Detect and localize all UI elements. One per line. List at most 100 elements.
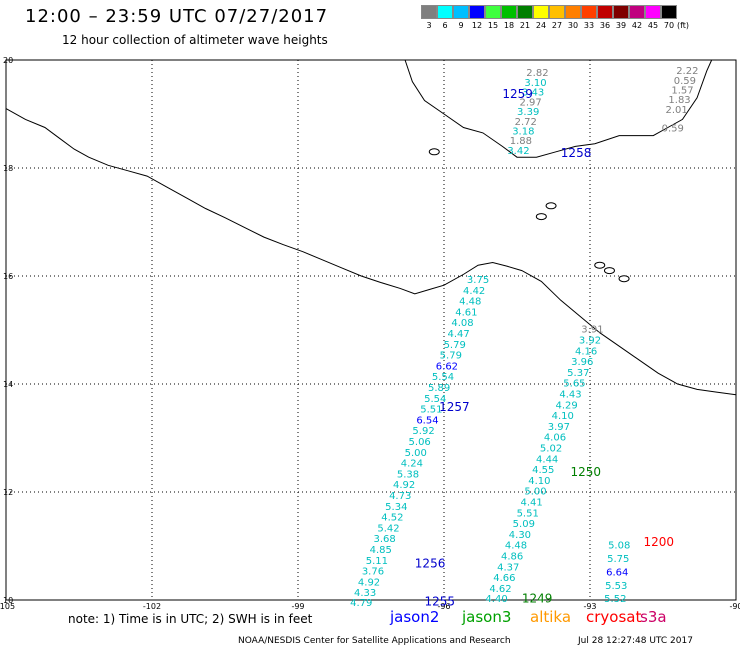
wave-height-value: 4.44 <box>536 454 558 465</box>
x-tick-label: -99 <box>291 602 304 611</box>
mission-name: jason2 <box>390 608 440 626</box>
legend-swatch <box>645 5 661 19</box>
wave-height-value: 4.41 <box>520 498 542 509</box>
wave-height-value: 4.33 <box>354 588 376 599</box>
wave-height-value: 5.08 <box>608 541 630 552</box>
legend-swatch <box>501 5 517 19</box>
x-tick-label: -102 <box>143 602 161 611</box>
y-tick-label: 14 <box>3 380 13 389</box>
legend-swatch <box>533 5 549 19</box>
wave-height-value: 6.62 <box>436 361 458 372</box>
wave-height-value: 5.06 <box>409 437 431 448</box>
legend-swatch <box>565 5 581 19</box>
legend-swatch <box>613 5 629 19</box>
wave-height-value: 4.37 <box>497 562 519 573</box>
y-tick-label: 20 <box>3 56 13 65</box>
wave-height-value: 4.55 <box>532 465 554 476</box>
wave-height-value: 4.42 <box>463 286 485 297</box>
credit-text: NOAA/NESDIS Center for Satellite Applica… <box>238 636 511 646</box>
legend-tick-label: 27 <box>551 21 563 30</box>
wave-height-value: 3.42 <box>507 146 529 157</box>
wave-height-value: 4.24 <box>401 459 423 470</box>
wave-height-value: 3.91 <box>581 325 603 336</box>
mission-name: jason3 <box>462 608 512 626</box>
wave-height-value: 4.10 <box>552 411 574 422</box>
legend-swatch <box>485 5 501 19</box>
legend-tick-label: 21 <box>519 21 531 30</box>
wave-height-value: 3.43 <box>522 88 544 99</box>
wave-height-value: 5.54 <box>424 394 446 405</box>
legend-tick-label: 70 <box>663 21 675 30</box>
lake-outline <box>603 267 615 275</box>
wave-height-value: 5.51 <box>517 508 539 519</box>
wave-height-value: 5.51 <box>420 405 442 416</box>
wave-height-value: 4.61 <box>455 307 477 318</box>
wave-height-value: 5.79 <box>444 340 466 351</box>
wave-height-value: 4.29 <box>556 400 578 411</box>
wave-height-value: 5.79 <box>440 351 462 362</box>
wave-height-value: 4.10 <box>528 476 550 487</box>
wave-height-value: 4.43 <box>559 390 581 401</box>
wave-height-value: 4.48 <box>505 541 527 552</box>
wave-height-value: 4.66 <box>493 573 515 584</box>
wave-height-value: 4.85 <box>370 545 392 556</box>
legend-swatch <box>629 5 645 19</box>
wave-height-value: 4.30 <box>509 530 531 541</box>
wave-height-value: 5.92 <box>412 426 434 437</box>
legend-swatch <box>597 5 613 19</box>
legend-tick-label: 42 <box>631 21 643 30</box>
page-subtitle: 12 hour collection of altimeter wave hei… <box>62 33 328 47</box>
legend-swatch <box>437 5 453 19</box>
legend-tick-label: 9 <box>458 21 464 30</box>
grid-lines <box>6 60 736 600</box>
wave-height-value: 4.92 <box>358 577 380 588</box>
legend-swatch <box>517 5 533 19</box>
wave-height-value: 5.65 <box>563 379 585 390</box>
coastline <box>5 59 737 396</box>
legend-swatch <box>581 5 597 19</box>
y-tick-label: 16 <box>3 272 13 281</box>
wave-height-value: 5.02 <box>540 444 562 455</box>
wave-height-value: 3.75 <box>467 275 489 286</box>
wave-height-value: 4.62 <box>489 584 511 595</box>
y-tick-label: 18 <box>3 164 13 173</box>
legend-tick-label: 45 <box>647 21 659 30</box>
wave-height-value: 2.82 <box>526 68 548 79</box>
wave-height-value: 1.83 <box>668 95 690 106</box>
wave-height-value: 0.59 <box>674 76 696 87</box>
pacific-coastline <box>5 108 737 396</box>
track-time-label: 1257 <box>439 400 470 414</box>
legend-swatch <box>453 5 469 19</box>
color-legend: 3 6 9 12 15 18 21 24 27 30 33 36 39 42 45 70 (ft) <box>421 5 689 30</box>
wave-height-value: 4.06 <box>544 433 566 444</box>
wave-height-value: 3.39 <box>517 107 539 118</box>
map-border <box>5 59 737 601</box>
legend-swatch <box>549 5 565 19</box>
axis-ticks: -105 -102 -99 -96 -93 -90 20 18 16 14 12 10 <box>0 56 740 611</box>
track-time-label: 1256 <box>415 557 446 571</box>
legend-tick-label: 15 <box>487 21 499 30</box>
page-title: 12:00 – 23:59 UTC 07/27/2017 <box>25 6 329 27</box>
legend-unit: (ft) <box>677 21 690 30</box>
legend-tick-label: 33 <box>583 21 595 30</box>
wave-height-value: 4.47 <box>447 329 469 340</box>
track-time-label: 1250 <box>571 465 602 479</box>
track-time-label: 1259 <box>502 87 533 101</box>
legend-tick-label: 39 <box>615 21 627 30</box>
wave-height-value: 4.86 <box>501 552 523 563</box>
mission-name: s3a <box>640 608 667 626</box>
legend-swatch <box>661 5 677 19</box>
wave-height-value: 4.73 <box>389 491 411 502</box>
wave-height-value: 5.38 <box>397 469 419 480</box>
track-time-label: 1258 <box>561 146 592 160</box>
wave-height-value: 5.00 <box>405 448 427 459</box>
wave-height-value: 3.92 <box>579 336 601 347</box>
wave-height-value: 6.64 <box>606 568 628 579</box>
wave-height-value: 5.53 <box>605 581 627 592</box>
mission-name: cryosat <box>586 608 642 626</box>
wave-height-value: 1.57 <box>671 85 693 96</box>
track-time-label: 1249 <box>522 592 553 606</box>
legend-tick-label: 18 <box>503 21 515 30</box>
legend-tick-label: 36 <box>599 21 611 30</box>
